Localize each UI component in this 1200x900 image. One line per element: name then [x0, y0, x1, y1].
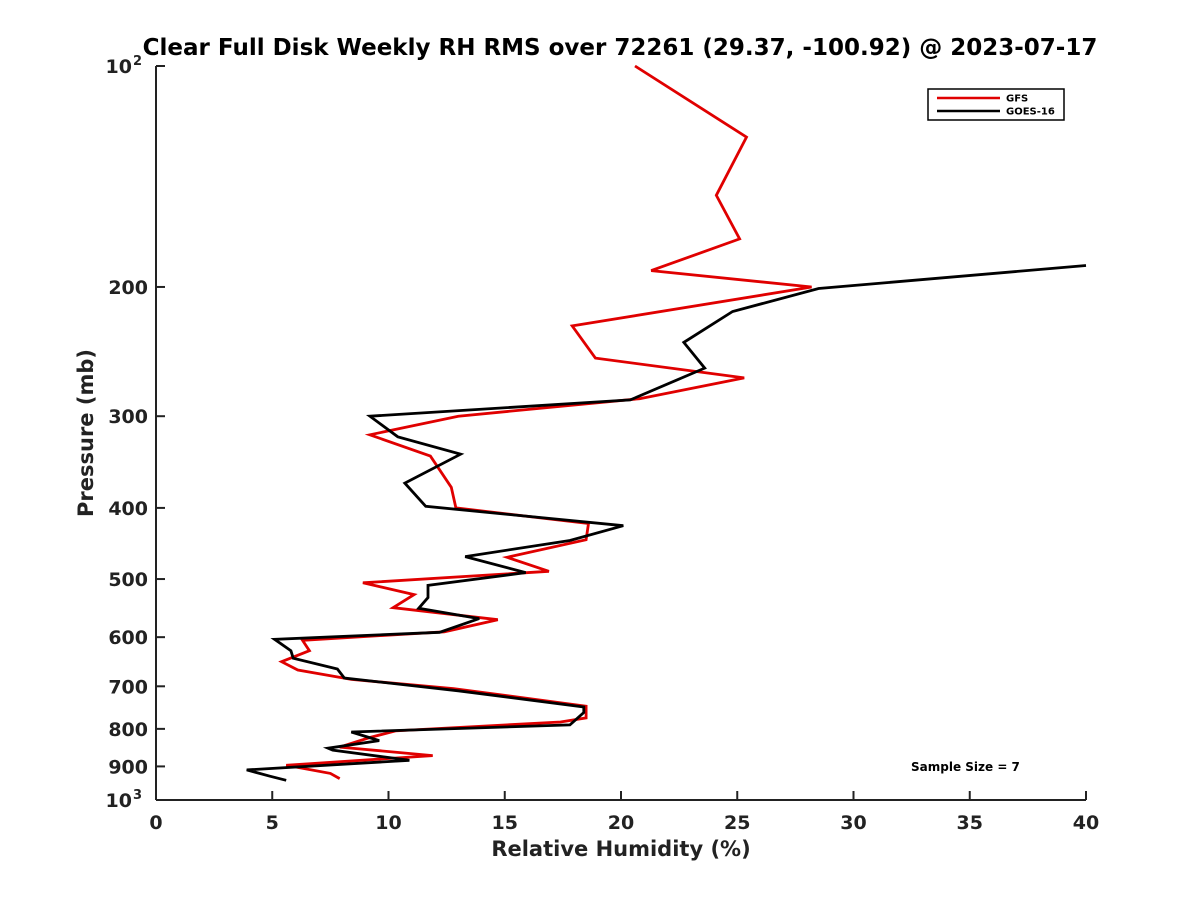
series-line-gfs [278, 64, 812, 780]
x-tick-label: 10 [375, 812, 401, 834]
sample-size-annotation: Sample Size = 7 [911, 760, 1020, 774]
y-tick-label: 800 [108, 719, 148, 741]
x-tick-label: 15 [492, 812, 518, 834]
x-tick-label: 30 [840, 812, 866, 834]
x-tick-label: 25 [724, 812, 750, 834]
plot-lines [246, 64, 1087, 782]
axes [155, 66, 1086, 801]
x-tick-label: 20 [608, 812, 634, 834]
y-axis-label: Pressure (mb) [74, 349, 98, 517]
x-tick-label: 0 [149, 812, 162, 834]
legend-box [927, 88, 1065, 121]
x-tick-label: 40 [1073, 812, 1099, 834]
y-tick-label: 300 [108, 406, 148, 428]
y-tick-label: 700 [108, 676, 148, 698]
y-tick-label: 900 [108, 756, 148, 778]
y-tick-exponent: 2 [133, 54, 142, 69]
chart-title: Clear Full Disk Weekly RH RMS over 72261… [143, 35, 1098, 61]
y-tick-label: 200 [108, 277, 148, 299]
legend-goes16-label: GOES-16 [1006, 107, 1055, 118]
legend-gfs-label: GFS [1006, 94, 1028, 105]
x-tick-label: 35 [957, 812, 983, 834]
x-axis-label: Relative Humidity (%) [491, 837, 750, 861]
series-line-goes-16 [246, 264, 1087, 782]
y-tick-label: 500 [108, 569, 148, 591]
legend: GFS GOES-16 [927, 88, 1065, 121]
y-tick-label: 600 [108, 627, 148, 649]
y-tick-exponent: 3 [133, 788, 142, 803]
y-tick-label: 400 [108, 498, 148, 520]
y-tick-label: 10 [106, 790, 132, 812]
x-ticks: 0 5 10 15 20 25 30 35 40 [149, 791, 1099, 834]
y-tick-label: 10 [106, 56, 132, 78]
x-tick-label: 5 [266, 812, 279, 834]
